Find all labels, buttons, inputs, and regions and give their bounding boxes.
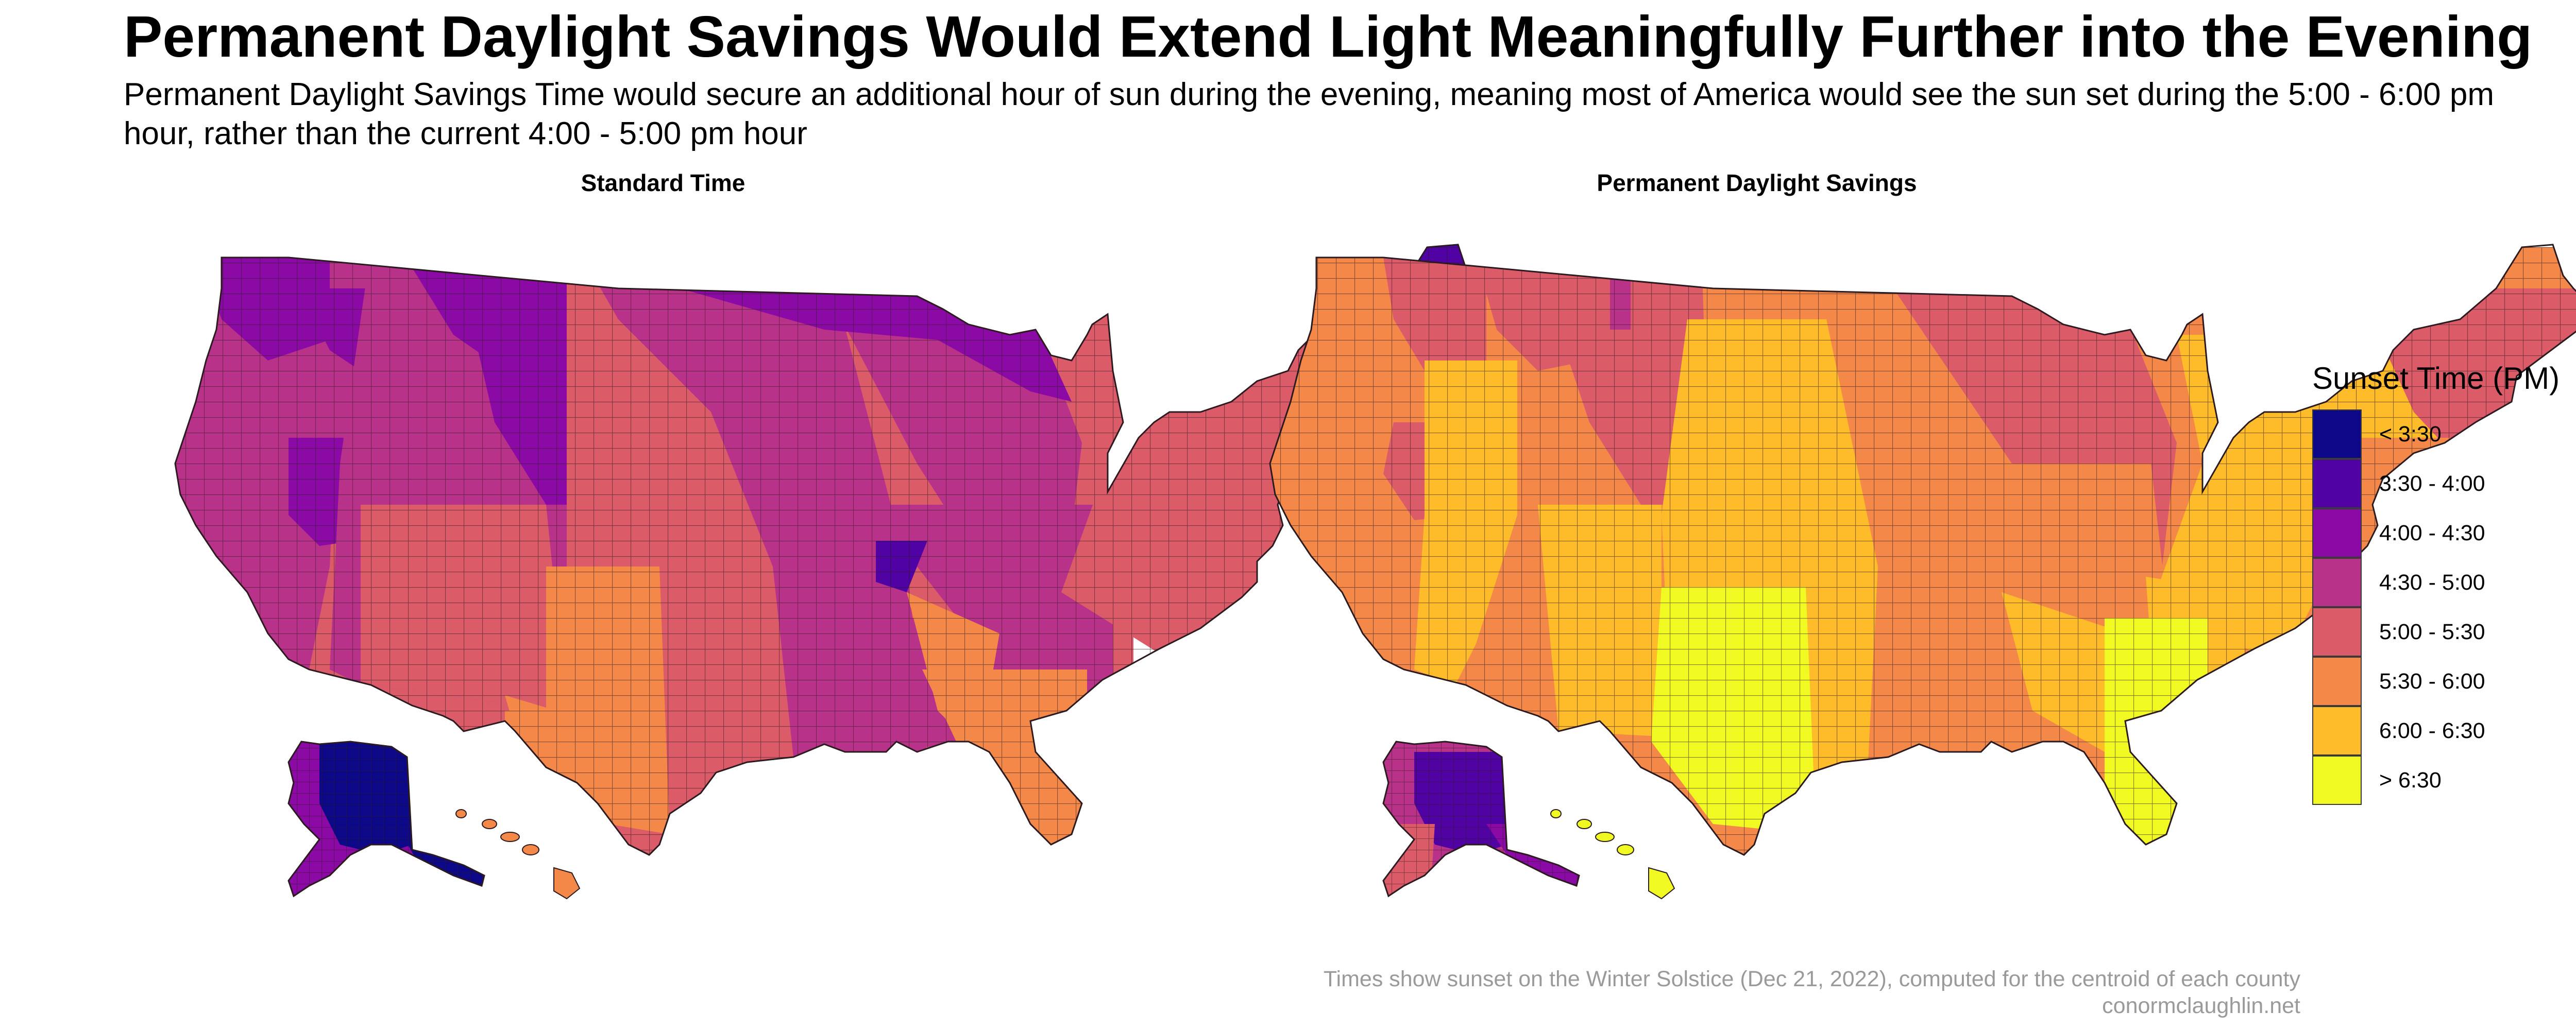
legend-label: < 3:30 bbox=[2379, 421, 2442, 447]
legend-swatch bbox=[2312, 706, 2362, 756]
panel-title-permanent-dst: Permanent Daylight Savings bbox=[1597, 169, 1917, 196]
legend-item: 4:30 - 5:00 bbox=[2312, 558, 2560, 607]
legend-label: 4:00 - 4:30 bbox=[2379, 520, 2485, 545]
legend: Sunset Time (PM) < 3:30 3:30 - 4:00 4:00 -… bbox=[2312, 360, 2560, 805]
legend-swatch bbox=[2312, 409, 2362, 459]
legend-title: Sunset Time (PM) bbox=[2312, 361, 2560, 396]
chart-title: Permanent Daylight Savings Would Extend … bbox=[124, 4, 2533, 69]
legend-swatch bbox=[2312, 756, 2362, 805]
chart-subtitle: Permanent Daylight Savings Time would se… bbox=[124, 77, 2495, 151]
legend-swatch bbox=[2312, 508, 2362, 558]
panel-title-standard-time: Standard Time bbox=[581, 169, 745, 196]
caption-credit: conormclaughlin.net bbox=[2102, 993, 2300, 1018]
legend-label: 6:00 - 6:30 bbox=[2379, 718, 2485, 743]
legend-label: 3:30 - 4:00 bbox=[2379, 471, 2485, 496]
legend-label: 5:00 - 5:30 bbox=[2379, 619, 2485, 644]
legend-item: 6:00 - 6:30 bbox=[2312, 706, 2560, 756]
legend-label: 5:30 - 6:00 bbox=[2379, 668, 2485, 694]
legend-swatch bbox=[2312, 607, 2362, 657]
legend-swatch bbox=[2312, 657, 2362, 706]
legend-label: 4:30 - 5:00 bbox=[2379, 570, 2485, 595]
legend-item: 4:00 - 4:30 bbox=[2312, 508, 2560, 558]
legend-swatch bbox=[2312, 558, 2362, 607]
legend-item: > 6:30 bbox=[2312, 756, 2560, 805]
legend-label: > 6:30 bbox=[2379, 767, 2442, 793]
legend-item: < 3:30 bbox=[2312, 409, 2560, 459]
legend-item: 5:00 - 5:30 bbox=[2312, 607, 2560, 657]
legend-item: 3:30 - 4:00 bbox=[2312, 459, 2560, 508]
legend-item: 5:30 - 6:00 bbox=[2312, 657, 2560, 706]
legend-items: < 3:30 3:30 - 4:00 4:00 - 4:30 4:30 - 5:00 5… bbox=[2312, 409, 2560, 805]
legend-swatch bbox=[2312, 459, 2362, 508]
caption-source-note: Times show sunset on the Winter Solstice… bbox=[1323, 967, 2300, 991]
